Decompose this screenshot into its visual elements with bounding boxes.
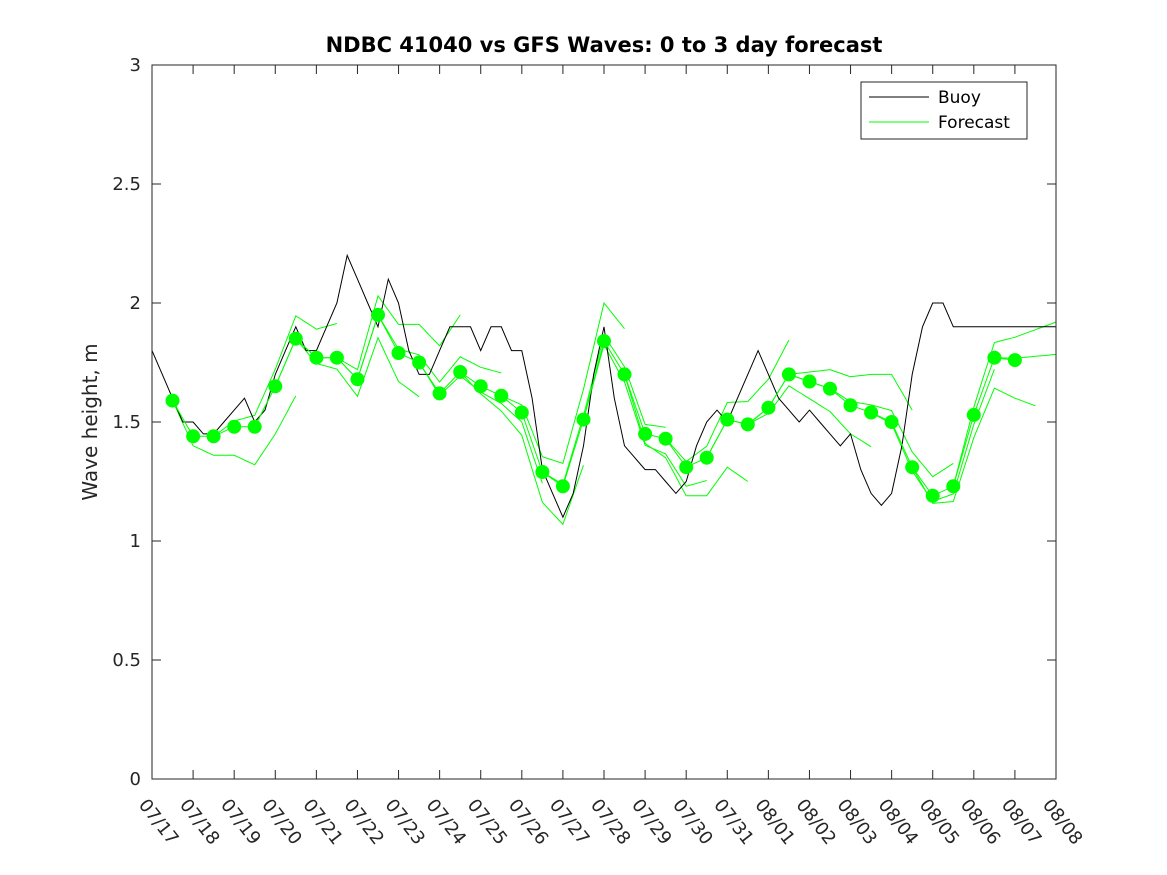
forecast-point — [843, 398, 858, 413]
forecast-point — [371, 307, 385, 322]
forecast-point — [720, 412, 735, 427]
forecast-run-line — [336, 294, 461, 371]
forecast-point — [946, 479, 961, 494]
forecast-point — [699, 450, 714, 465]
forecast-point — [884, 415, 899, 429]
y-tick-label: 0 — [130, 769, 141, 790]
x-tick-label: 07/31 — [709, 795, 757, 849]
x-tick-label: 07/22 — [340, 795, 388, 849]
x-tick-label: 07/26 — [504, 795, 552, 849]
y-tick-label: 1 — [130, 531, 141, 552]
x-tick-label: 08/08 — [1038, 795, 1086, 849]
forecast-point — [432, 386, 447, 401]
legend: Buoy Forecast — [860, 81, 1028, 140]
forecast-run-line — [788, 369, 913, 411]
forecast-point — [781, 367, 796, 382]
y-axis: 0 0.5 1 1.5 2 2.5 3 — [112, 55, 1056, 790]
y-tick-label: 1.5 — [112, 412, 141, 433]
x-tick-label: 07/24 — [422, 795, 470, 849]
forecast-run-line — [459, 371, 584, 526]
forecast-point — [288, 331, 303, 346]
forecast-point — [679, 460, 694, 475]
forecast-point — [905, 460, 920, 475]
forecast-point — [761, 400, 776, 415]
x-tick-label: 07/25 — [463, 795, 511, 849]
forecast-point — [247, 419, 262, 434]
x-tick-label: 07/28 — [586, 795, 634, 849]
chart-title: NDBC 41040 vs GFS Waves: 0 to 3 day fore… — [326, 33, 883, 57]
x-tick-label: 08/04 — [874, 795, 922, 849]
forecast-point — [966, 407, 981, 422]
forecast-point — [165, 393, 180, 408]
forecast-point — [268, 379, 283, 394]
forecast-point — [638, 426, 653, 441]
y-tick-label: 3 — [130, 55, 141, 76]
x-tick-label: 07/20 — [257, 795, 305, 849]
x-tick-label: 07/18 — [175, 795, 223, 849]
x-tick-label: 07/17 — [134, 795, 182, 849]
x-tick-label: 07/29 — [627, 795, 675, 849]
forecast-point — [350, 372, 365, 387]
y-tick-label: 2.5 — [112, 174, 141, 195]
legend-forecast-label: Forecast — [938, 113, 1010, 133]
forecast-point — [802, 374, 817, 389]
forecast-point — [473, 379, 488, 394]
forecast-point — [823, 381, 837, 396]
forecast-point — [453, 365, 468, 379]
y-axis-label: Wave height, m — [78, 343, 102, 500]
forecast-point — [987, 350, 1002, 365]
forecast-point — [391, 346, 406, 360]
x-tick-label: 08/06 — [956, 795, 1004, 849]
forecast-run-line — [172, 395, 297, 466]
x-tick-label: 08/02 — [792, 795, 840, 849]
forecast-point — [576, 412, 591, 427]
forecast-point — [227, 419, 242, 434]
forecast-point — [206, 429, 221, 444]
legend-buoy-label: Buoy — [938, 88, 981, 108]
x-tick-label: 08/03 — [833, 795, 881, 849]
y-tick-label: 0.5 — [112, 650, 141, 671]
x-tick-label: 07/27 — [545, 795, 593, 849]
series-layer — [151, 253, 1056, 519]
x-tick-label: 08/01 — [750, 795, 798, 849]
forecast-point — [186, 429, 201, 444]
forecast-run-line — [501, 301, 625, 465]
x-tick-label: 07/30 — [668, 795, 716, 849]
forecast-point — [555, 479, 570, 494]
forecast-point — [535, 465, 550, 479]
y-tick-label: 2 — [130, 293, 141, 314]
forecast-point — [864, 405, 879, 420]
forecast-point — [617, 367, 632, 382]
x-tick-label: 07/21 — [298, 795, 346, 849]
forecast-point — [925, 488, 940, 503]
plot-area — [152, 65, 1056, 779]
forecast-point — [658, 431, 673, 446]
forecast-point — [514, 405, 529, 420]
buoy-line — [151, 253, 1056, 519]
forecast-point — [740, 417, 755, 432]
forecast-point — [1007, 353, 1022, 368]
forecast-run-line — [624, 374, 749, 497]
forecast-point — [494, 388, 509, 403]
x-tick-label: 08/07 — [997, 795, 1045, 849]
legend-box — [860, 81, 1028, 140]
x-tick-label: 08/05 — [915, 795, 963, 849]
forecast-run-line — [911, 387, 1036, 504]
forecast-point — [329, 350, 344, 365]
forecast-point — [412, 355, 427, 370]
forecast-point — [597, 334, 611, 349]
x-tick-label: 07/19 — [216, 795, 264, 849]
forecast-point — [309, 350, 324, 365]
x-tick-label: 07/23 — [381, 795, 429, 849]
forecast-run-line — [994, 353, 1057, 359]
